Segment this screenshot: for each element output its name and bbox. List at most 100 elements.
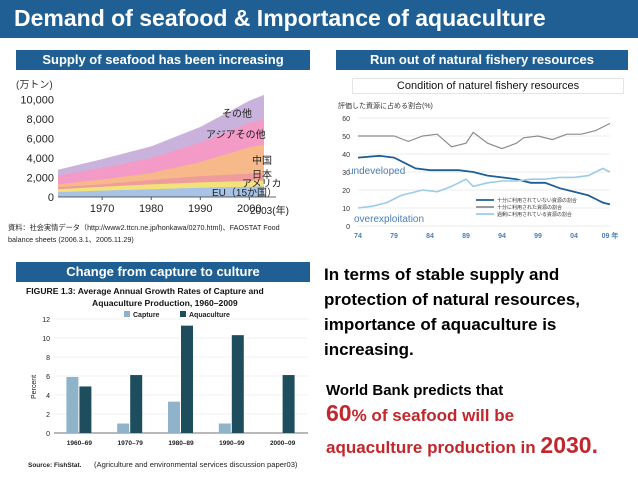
bar-mark [231, 335, 244, 433]
line-series-path [357, 167, 611, 209]
bar-mark [66, 376, 79, 433]
bar-y-tick: 8 [46, 355, 50, 362]
bar-x-tick: 1960–69 [67, 440, 93, 447]
bar-mark [282, 375, 295, 433]
line-annotation-overexploitation: overexploitation [354, 214, 424, 225]
title-bar [0, 0, 638, 38]
bar-figure-title-2: Aquaculture Production, 1960–2009 [92, 298, 238, 308]
bar-x-tick: 1980–89 [168, 440, 194, 447]
area-series-label: EU（15か国） [212, 187, 277, 199]
line-x-tick: 04 [570, 233, 578, 240]
main-line-2: protection of natural resources, [324, 290, 580, 309]
area-x-tick: 2000 [237, 203, 261, 215]
slide-title: Demand of seafood & Importance of aquacu… [14, 5, 546, 31]
bar-mark [117, 423, 130, 433]
bar-legend-label: Capture [133, 312, 160, 319]
panel1-header-text: Supply of seafood has been increasing [42, 52, 284, 67]
prediction-line-3: aquaculture production in 2030. [326, 432, 598, 459]
bar-caption: (Agriculture and environmental services … [94, 460, 298, 469]
bar-mark [79, 386, 92, 433]
prediction-60: 60 [326, 400, 352, 426]
area-series-label: その他 [222, 107, 252, 120]
bar-chart: FIGURE 1.3: Average Annual Growth Rates … [16, 283, 312, 473]
area-source-line-1: 資料：社会実情データ（http://www2.ttcn.ne.jp/honkaw… [8, 223, 280, 232]
area-source-line-2: balance sheets (2006.3.1、2005.11.29) [8, 235, 134, 244]
line-y-tick: 10 [342, 206, 350, 213]
area-series-label: 日本 [252, 168, 272, 181]
line-y-tick: 40 [342, 152, 350, 159]
bar-legend-swatch [180, 311, 186, 317]
bar-mark [218, 423, 231, 433]
prediction-line-1: World Bank predicts that [326, 382, 504, 399]
area-y-tick: 6,000 [26, 134, 54, 146]
line-y-tick: 0 [346, 224, 350, 231]
bar-x-tick: 2000–09 [270, 440, 296, 447]
area-y-unit: (万トン) [16, 80, 53, 91]
bar-y-tick: 6 [46, 374, 50, 381]
line-legend-label: 十分に利用された資源の割合 [497, 204, 562, 211]
area-series-label: アジアその他 [206, 128, 266, 141]
area-x-tick: 1990 [188, 203, 212, 215]
prediction-2030: 2030. [540, 432, 598, 458]
line-series-path [357, 154, 611, 206]
line-chart: 評価した資源に占める割合(%) 0 10 20 30 40 50 60 74 79 84 89 94… [336, 96, 628, 246]
bar-figure-title-1: FIGURE 1.3: Average Annual Growth Rates … [26, 286, 264, 296]
area-layer [58, 186, 264, 197]
line-series [357, 122, 611, 209]
panel2-subtitle: Condition of naturel fishery resources [352, 78, 624, 94]
line-y-tick: 30 [342, 170, 350, 177]
prediction-line-3-text: aquaculture production in [326, 438, 541, 457]
bar-mark [130, 375, 143, 433]
panel2-header: Run out of natural fishery resources [336, 50, 628, 70]
bar-legend: Capture Aquaculture [124, 311, 230, 319]
panel3-header: Change from capture to culture [16, 262, 310, 282]
area-y-tick-labels: 0 2,000 4,000 6,000 8,000 10,000 [20, 95, 54, 204]
bar-y-tick: 0 [46, 431, 50, 438]
area-chart: (万トン) 0 2,000 4,000 6,000 8,000 10,000 1970 19… [8, 80, 289, 244]
prediction-line-2-text: % of seafood will be [351, 406, 515, 425]
bar-y-tick-labels: 0 2 4 6 8 10 12 [42, 317, 50, 438]
bar-x-tick-labels: 1960–69 1970–79 1980–89 1990–99 2000–09 [67, 440, 296, 447]
line-y-tick: 50 [342, 134, 350, 141]
panel2-header-text: Run out of natural fishery resources [370, 52, 594, 67]
bar-y-tick: 2 [46, 412, 50, 419]
bar-y-tick: 12 [42, 317, 50, 324]
bar-legend-swatch [124, 311, 130, 317]
area-x-tick-labels: 1970 1980 1990 2000 [90, 197, 262, 215]
bar-y-tick: 10 [42, 336, 50, 343]
prediction-line-2: 60% of seafood will be [326, 400, 514, 427]
bar-mark [181, 325, 193, 433]
area-x-tick: 1970 [90, 203, 114, 215]
line-y-label: 評価した資源に占める割合(%) [338, 101, 433, 110]
area-y-tick: 4,000 [26, 153, 54, 165]
line-y-tick: 60 [342, 116, 350, 123]
main-line-1: In terms of stable supply and [324, 265, 560, 284]
bar-mark [168, 401, 180, 433]
bar-x-tick: 1990–99 [219, 440, 245, 447]
line-x-tick: 94 [498, 233, 506, 240]
area-y-tick: 10,000 [20, 95, 54, 107]
area-x-end-label: 2003(年) [250, 204, 289, 217]
line-y-tick-labels: 0 10 20 30 40 50 60 [342, 116, 350, 231]
panel3-header-text: Change from capture to culture [66, 264, 260, 279]
area-y-tick: 2,000 [26, 173, 54, 185]
area-layers [58, 94, 264, 197]
line-annotation-undeveloped: undeveloped [348, 166, 405, 177]
main-line-4: increasing. [324, 340, 414, 359]
line-x-tick: 89 [462, 233, 470, 240]
line-x-tick: 99 [534, 233, 542, 240]
bar-x-tick: 1970–79 [118, 440, 144, 447]
main-line-3: importance of aquaculture is [324, 315, 557, 334]
line-legend: 十分に利用されていない資源の割合十分に利用された資源の割合過剰に利用されている資… [476, 197, 577, 218]
line-x-tick: 79 [390, 233, 398, 240]
line-legend-label: 過剰に利用されている資源の割合 [497, 211, 572, 218]
bar-y-tick: 4 [46, 393, 50, 400]
bar-source: Source: FishStat. [28, 462, 82, 469]
main-statement: In terms of stable supply and protection… [324, 262, 634, 362]
bar-legend-label: Aquaculture [189, 312, 230, 319]
area-y-tick: 8,000 [26, 114, 54, 126]
area-y-tick: 0 [48, 192, 54, 204]
line-x-tick: 74 [354, 233, 362, 240]
area-series-label: アメリカ [242, 178, 282, 190]
